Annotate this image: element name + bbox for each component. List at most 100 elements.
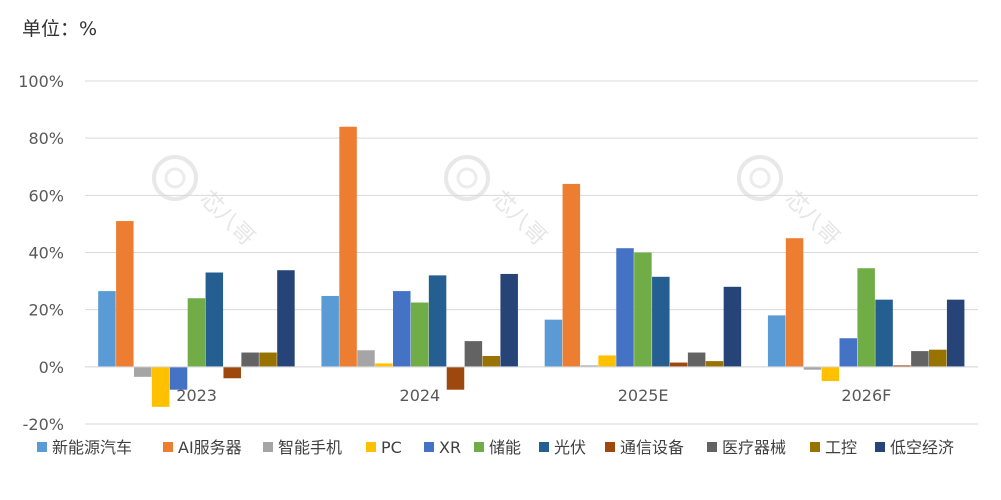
legend-swatch (605, 442, 615, 452)
series-7 (223, 362, 911, 390)
series-2 (133, 350, 822, 377)
watermark-group: 芯八哥 芯八哥 芯八哥 (152, 155, 844, 251)
watermark-logo-core (749, 167, 771, 189)
bar (803, 366, 822, 370)
legend-label: 工控 (825, 438, 857, 457)
watermark-logo-core (164, 167, 186, 189)
bar (634, 252, 652, 367)
bar (929, 349, 947, 367)
legend-item: 新能源汽车 (37, 438, 132, 457)
legend-item: 工控 (810, 438, 857, 457)
legend-item: 低空经济 (875, 438, 954, 457)
gridlines (85, 80, 978, 425)
legend-item: AI服务器 (163, 438, 242, 457)
y-tick-label: 100% (18, 72, 64, 91)
bar (687, 352, 706, 367)
legend-item: 智能手机 (263, 438, 342, 457)
y-tick-label: 0% (39, 358, 64, 377)
bar (277, 270, 295, 367)
watermark-text: 芯八哥 (487, 187, 551, 251)
bar (116, 221, 134, 367)
legend-swatch (539, 442, 549, 452)
bar (785, 238, 804, 367)
legend-item: 光伏 (539, 438, 586, 457)
legend-swatch (810, 442, 820, 452)
legend-swatch (366, 442, 376, 452)
y-tick-label: 80% (28, 129, 64, 148)
series-4 (169, 248, 858, 390)
legend-item: PC (366, 438, 402, 457)
bar (893, 365, 911, 367)
legend-label: 通信设备 (620, 438, 684, 457)
bar (705, 361, 724, 367)
legend-item: 通信设备 (605, 438, 684, 457)
series-3 (151, 355, 840, 407)
bar (821, 366, 840, 382)
bar (205, 272, 224, 367)
legend-label: 医疗器械 (722, 438, 786, 457)
bar (339, 126, 357, 367)
legend-label: 光伏 (554, 438, 586, 457)
y-tick-label: 20% (28, 301, 64, 320)
bar (482, 355, 501, 367)
series-6 (205, 272, 893, 367)
bar (357, 350, 375, 367)
bar (223, 366, 241, 379)
bar (723, 286, 742, 367)
y-tick-label: 40% (28, 244, 64, 263)
legend-swatch (263, 442, 273, 452)
legend-swatch (37, 442, 47, 452)
legend-label: 低空经济 (890, 438, 954, 457)
legend-label: 储能 (489, 438, 521, 457)
legend-swatch (163, 442, 173, 452)
legend-item: 储能 (474, 438, 521, 457)
x-tick-label: 2023 (176, 386, 217, 405)
legend-label: 智能手机 (278, 438, 342, 457)
unit-label: 单位：% (22, 18, 98, 40)
series-8 (241, 341, 929, 367)
bar (393, 291, 411, 367)
bar (669, 362, 688, 367)
series-0 (98, 291, 786, 367)
y-tick-label: 60% (28, 186, 64, 205)
legend: 新能源汽车 AI服务器 智能手机 PC XR 储能 光伏 通信设备 医疗器械 工控 低空经济 (37, 438, 954, 457)
bar (410, 302, 429, 367)
watermark-text: 芯八哥 (195, 187, 259, 251)
legend-item: 医疗器械 (707, 438, 786, 457)
legend-swatch (424, 442, 434, 452)
series-9 (259, 349, 947, 367)
bar (151, 366, 170, 407)
watermark-logo-ring (737, 155, 783, 201)
bar (98, 291, 116, 367)
bar (652, 276, 670, 367)
legend-item: XR (424, 438, 461, 457)
x-tick-label: 2025E (618, 386, 669, 405)
bar (857, 268, 875, 367)
bar (580, 365, 598, 367)
bar (875, 299, 893, 367)
bar (446, 366, 465, 390)
legend-swatch (875, 442, 885, 452)
bar (767, 315, 786, 367)
bar (544, 319, 563, 367)
series-10 (277, 270, 965, 367)
x-tick-label: 2026F (841, 386, 891, 405)
bar (428, 275, 447, 367)
watermark-logo: 芯八哥 (152, 155, 259, 251)
watermark-logo-ring (444, 155, 490, 201)
legend-label: PC (381, 438, 402, 457)
bar (259, 352, 277, 367)
x-tick-label: 2024 (400, 386, 441, 405)
bar (169, 366, 188, 390)
series-5 (187, 252, 875, 367)
watermark-logo-ring (152, 155, 198, 201)
bar (500, 273, 518, 367)
bar (562, 183, 581, 367)
y-axis: -20% 0% 20% 40% 60% 80% 100% (18, 72, 64, 434)
legend-label: 新能源汽车 (52, 438, 132, 457)
legend-label: AI服务器 (178, 438, 242, 457)
bar (946, 299, 965, 367)
watermark-logo-core (456, 167, 478, 189)
y-tick-label: -20% (23, 415, 64, 434)
bar (911, 351, 929, 367)
